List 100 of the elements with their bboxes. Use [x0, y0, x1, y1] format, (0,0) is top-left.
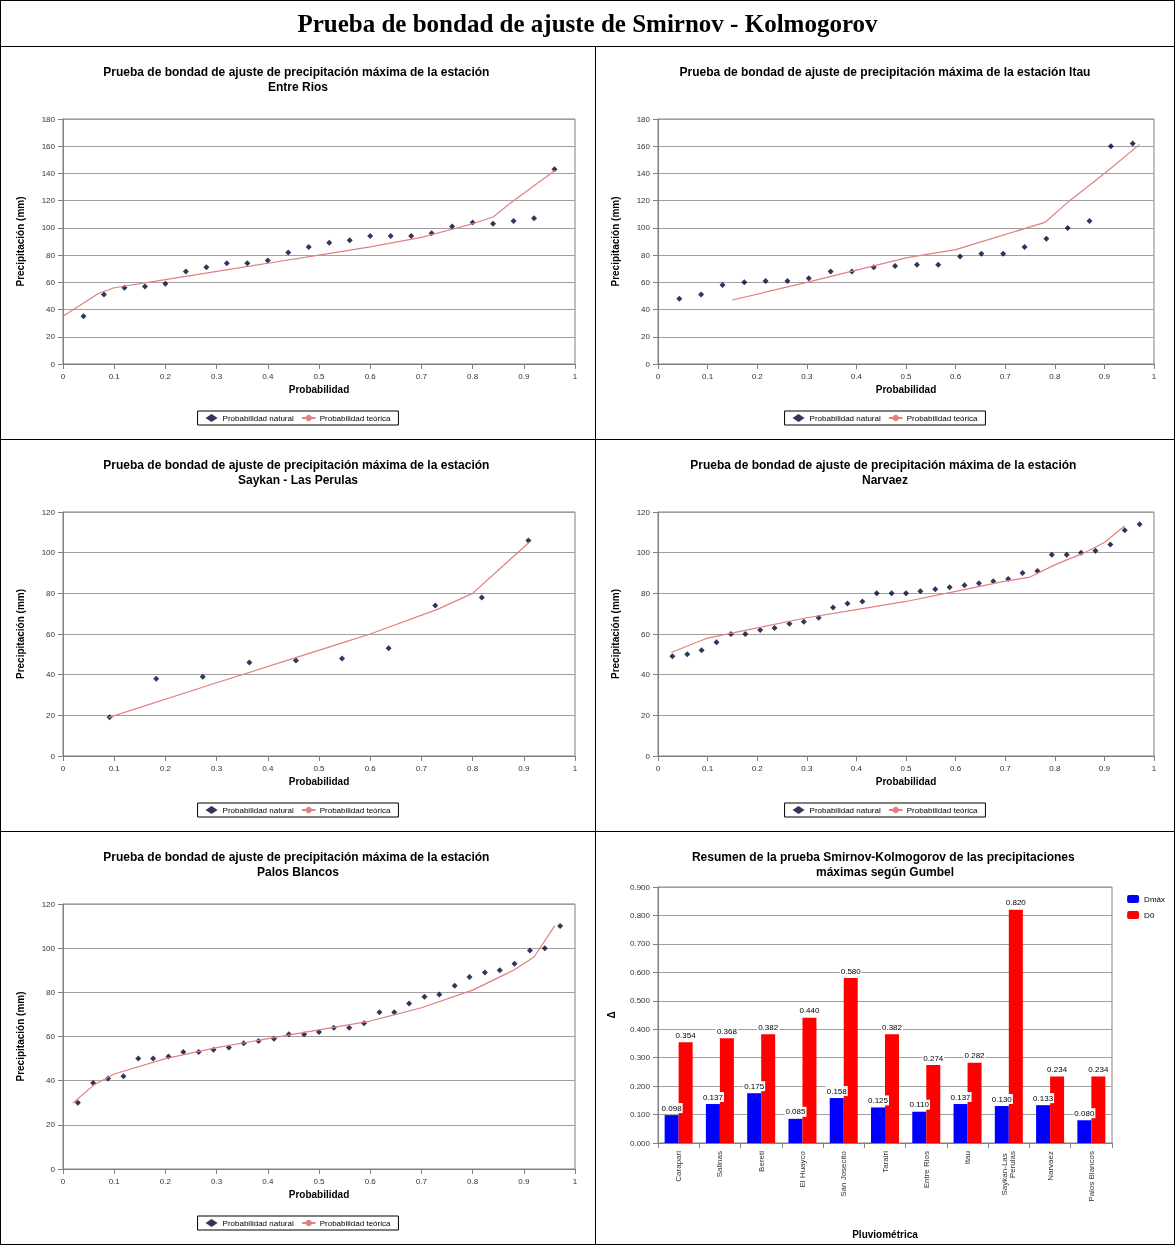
point: [1129, 140, 1136, 147]
legend-label: Probabilidad natural: [222, 1218, 294, 1228]
point: [180, 1048, 187, 1055]
y-tick-label: 0: [645, 751, 651, 761]
point: [784, 277, 791, 284]
x-tick-label: Saykan-Las Perulas: [1000, 1151, 1018, 1196]
point: [285, 249, 292, 256]
x-tick-label: 0.5: [313, 763, 326, 773]
point: [199, 673, 206, 680]
x-tick-label: 0.8: [467, 763, 479, 773]
point: [153, 675, 160, 682]
point: [873, 590, 880, 597]
y-tick-label: 20: [46, 1120, 56, 1130]
x-tick-label: 0.4: [262, 371, 274, 381]
x-tick-label: 0.5: [900, 763, 913, 773]
y-tick-label: 80: [46, 588, 56, 598]
x-tick-label: 0.2: [751, 371, 764, 381]
point: [376, 1009, 383, 1016]
point: [1019, 570, 1026, 576]
data-label: 0.382: [881, 1022, 903, 1032]
point: [771, 624, 778, 631]
point: [135, 1055, 142, 1062]
x-tick-label: 1: [572, 371, 578, 381]
point: [698, 291, 705, 298]
y-tick-label: 80: [46, 987, 56, 997]
x-tick-label: 0.7: [415, 763, 428, 773]
y-tick-label: 80: [46, 250, 56, 260]
y-tick-label: 0.800: [629, 910, 651, 920]
x-tick-label: 0.6: [364, 371, 377, 381]
chart-title: Prueba de bondad de ajuste de precipitación máxima de la estación Narvaez: [690, 457, 1080, 487]
bar: [664, 1115, 679, 1143]
point: [676, 295, 683, 302]
y-tick-label: 40: [46, 1076, 56, 1086]
legend-label: Probabilidad teórica: [319, 805, 391, 815]
x-tick-label: 0: [60, 1176, 66, 1186]
bar: [994, 1106, 1009, 1143]
x-tick-label: Bereti: [756, 1150, 766, 1172]
y-tick-label: 80: [641, 250, 651, 260]
point: [892, 263, 899, 269]
point: [223, 260, 230, 267]
y-tick-label: 100: [41, 943, 56, 953]
x-tick-label: 0.9: [1098, 763, 1111, 773]
x-tick-label: 0.2: [751, 763, 764, 773]
x-tick-label: 0.5: [313, 1176, 326, 1186]
y-tick-label: 100: [41, 223, 56, 233]
point: [182, 268, 189, 275]
point: [935, 261, 942, 268]
x-tick-label: 0.3: [801, 371, 813, 381]
y-tick-label: 60: [46, 1032, 56, 1041]
point: [346, 1024, 353, 1031]
data-label: 0.274: [923, 1053, 944, 1063]
x-tick-label: Entre Rios: [921, 1151, 931, 1189]
point: [466, 973, 473, 980]
data-label: 0.158: [826, 1086, 848, 1096]
data-label: 0.354: [675, 1030, 697, 1040]
x-tick-label: 0.8: [1049, 763, 1061, 773]
y-tick-label: 20: [46, 710, 56, 720]
point: [80, 313, 87, 320]
x-tick-label: 1: [572, 1176, 578, 1186]
point: [978, 250, 985, 257]
x-tick-label: 1: [572, 763, 578, 773]
y-tick-label: 0.500: [629, 996, 651, 1006]
y-tick-label: 20: [641, 710, 651, 720]
x-axis-title: Probabilidad: [288, 776, 350, 788]
y-tick-label: 40: [46, 305, 56, 315]
x-tick-label: 1: [1151, 371, 1157, 381]
point: [246, 659, 253, 666]
point: [557, 923, 564, 930]
point: [490, 220, 497, 227]
point: [1086, 218, 1093, 225]
point: [719, 282, 726, 289]
point: [1000, 250, 1007, 257]
point: [713, 639, 720, 646]
legend-label: Probabilidad natural: [222, 805, 294, 815]
point: [74, 1099, 81, 1106]
data-label: 0.234: [1088, 1064, 1109, 1074]
legend-label: Probabilidad natural: [809, 805, 881, 815]
point: [1048, 551, 1055, 558]
y-tick-label: 40: [46, 670, 56, 680]
x-tick-label: Narvaez: [1045, 1151, 1055, 1181]
x-tick-label: 0.9: [518, 763, 530, 773]
x-tick-label: 0.1: [702, 371, 714, 381]
point: [339, 655, 346, 662]
point: [830, 604, 837, 611]
x-axis-title: Probabilidad: [875, 776, 937, 788]
point: [525, 537, 532, 544]
x-tick-label: 0.6: [364, 1176, 377, 1186]
y-tick-label: 60: [641, 629, 651, 639]
x-tick-label: 0.4: [262, 1176, 274, 1186]
x-axis-title: Pluviométrica: [852, 1228, 919, 1240]
bar: [1077, 1120, 1092, 1143]
point: [162, 280, 169, 287]
y-tick-label: 120: [41, 899, 56, 909]
data-label: 0.440: [799, 1006, 821, 1016]
point: [1107, 541, 1114, 548]
y-tick-label: 100: [636, 223, 651, 233]
point: [421, 993, 428, 1000]
point: [408, 233, 415, 240]
point: [100, 291, 107, 298]
point: [1092, 547, 1099, 554]
